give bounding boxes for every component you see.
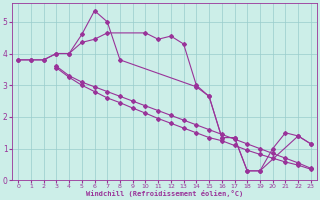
X-axis label: Windchill (Refroidissement éolien,°C): Windchill (Refroidissement éolien,°C) [86, 190, 243, 197]
